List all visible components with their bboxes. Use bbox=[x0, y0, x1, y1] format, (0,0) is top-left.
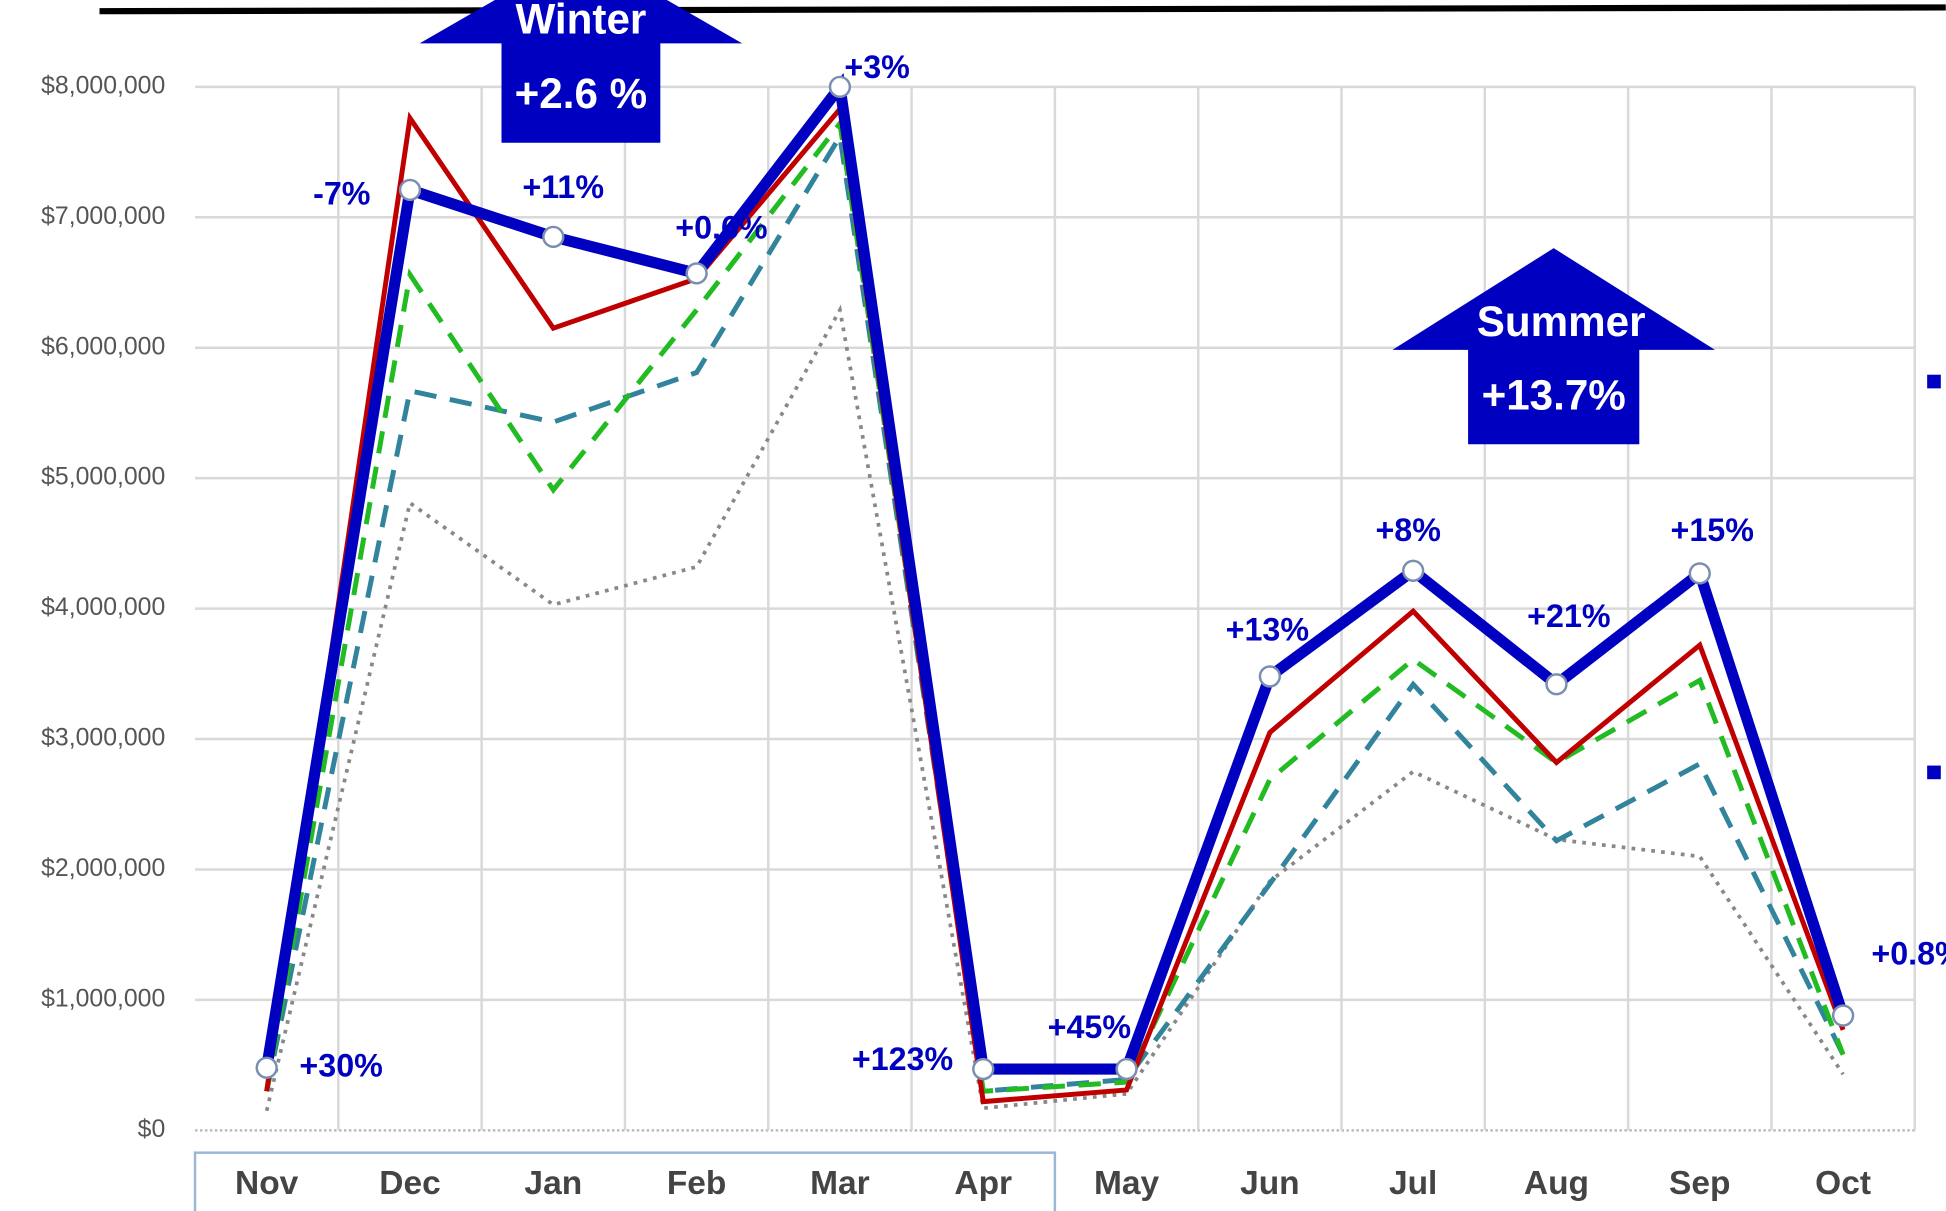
y-tick-label: $0 bbox=[138, 1116, 166, 1143]
x-tick-label: Mar bbox=[810, 1165, 870, 1202]
point-marker bbox=[685, 262, 708, 285]
x-tick-label: May bbox=[1094, 1165, 1160, 1202]
y-tick-label: $8,000,000 bbox=[41, 72, 165, 99]
x-tick-label: Oct bbox=[1815, 1165, 1871, 1202]
point-label: +30% bbox=[299, 1047, 382, 1083]
point-marker bbox=[1831, 1004, 1855, 1027]
point-label: +3% bbox=[844, 49, 909, 85]
point-label: +45% bbox=[1048, 1009, 1131, 1045]
y-tick-label: $3,000,000 bbox=[41, 725, 165, 752]
point-marker bbox=[255, 1056, 278, 1079]
legend-marker bbox=[1927, 374, 1941, 389]
annotation-title: Winter bbox=[515, 0, 646, 42]
y-tick-label: $7,000,000 bbox=[41, 203, 165, 230]
x-tick-label: Sep bbox=[1669, 1165, 1730, 1202]
point-label: +13% bbox=[1226, 611, 1309, 647]
point-marker bbox=[542, 225, 565, 249]
annotation-text: +13.7% bbox=[1482, 371, 1626, 418]
point-label: +21% bbox=[1527, 598, 1610, 634]
point-label: +0.6% bbox=[675, 209, 767, 245]
x-tick-label: Dec bbox=[379, 1165, 440, 1202]
legend-marker bbox=[1927, 765, 1941, 780]
series-line bbox=[264, 117, 1846, 1094]
y-tick-label: $2,000,000 bbox=[41, 855, 165, 882]
point-label: +123% bbox=[852, 1041, 953, 1077]
point-label: +11% bbox=[522, 169, 604, 205]
x-tick-label: Jul bbox=[1389, 1165, 1437, 1202]
point-label: +15% bbox=[1670, 512, 1753, 548]
series-line bbox=[264, 129, 1846, 1094]
x-tick-label: Jan bbox=[524, 1165, 582, 1202]
point-marker bbox=[1115, 1057, 1138, 1081]
point-label: -7% bbox=[313, 176, 370, 212]
top-rule bbox=[99, 4, 1946, 15]
x-tick-label: Nov bbox=[235, 1165, 299, 1202]
x-tick-label: Feb bbox=[667, 1165, 727, 1202]
series-line bbox=[264, 103, 1846, 1105]
point-marker bbox=[1545, 673, 1568, 696]
winter-arrow: Winter +2.6 % bbox=[419, 0, 743, 143]
point-marker bbox=[972, 1057, 995, 1081]
series-line bbox=[264, 304, 1845, 1112]
y-tick-label: $5,000,000 bbox=[41, 464, 165, 491]
y-tick-label: $6,000,000 bbox=[41, 333, 165, 360]
point-marker bbox=[828, 75, 852, 99]
x-tick-label: Aug bbox=[1524, 1165, 1589, 1202]
series-line bbox=[261, 72, 1849, 1075]
arrow-shape bbox=[1392, 248, 1715, 445]
point-label: +8% bbox=[1375, 512, 1440, 548]
y-tick-label: $4,000,000 bbox=[41, 594, 165, 621]
annotation-text: +2.6 % bbox=[515, 70, 647, 117]
x-tick-label: Apr bbox=[954, 1165, 1012, 1202]
x-tick-label: Jun bbox=[1240, 1165, 1300, 1202]
x-group-box bbox=[193, 1151, 1057, 1211]
point-label: +0.8% bbox=[1871, 936, 1946, 972]
arrow-shape bbox=[419, 0, 743, 143]
point-marker bbox=[1688, 562, 1711, 585]
point-marker bbox=[1258, 665, 1282, 688]
point-marker bbox=[1401, 559, 1425, 582]
point-marker bbox=[398, 178, 422, 202]
annotation-title: Summer bbox=[1477, 298, 1646, 345]
summer-arrow: Summer +13.7% bbox=[1392, 248, 1715, 445]
y-tick-label: $1,000,000 bbox=[41, 985, 165, 1012]
